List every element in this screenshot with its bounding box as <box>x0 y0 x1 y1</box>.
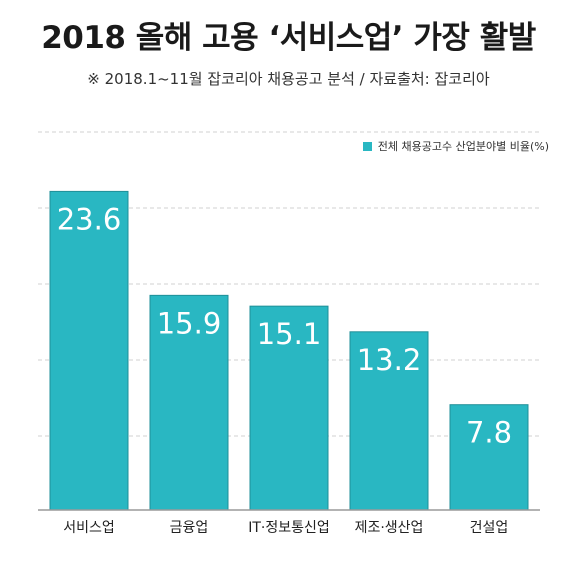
chart-subtitle: ※ 2018.1~11월 잡코리아 채용공고 분석 / 자료출처: 잡코리아 <box>87 70 490 88</box>
legend-label: 전체 채용공고수 산업분야별 비율(%) <box>377 140 549 153</box>
legend-swatch <box>362 141 372 151</box>
bar-3 <box>349 331 429 511</box>
category-label-2: IT·정보통신업 <box>248 520 330 536</box>
chart-title: 2018 올해 고용 ‘서비스업’ 가장 활발 <box>41 20 536 56</box>
bar-4 <box>449 404 529 511</box>
category-label-3: 제조·생산업 <box>355 520 424 536</box>
category-label-1: 금융업 <box>170 520 209 536</box>
bar-0 <box>49 190 129 511</box>
bar-1 <box>149 294 229 511</box>
bar-value-label-2: 15.1 <box>257 317 322 351</box>
category-label-4: 건설업 <box>470 520 509 536</box>
bar-value-label-0: 23.6 <box>57 202 122 236</box>
bar-value-label-4: 7.8 <box>466 416 512 450</box>
category-label-0: 서비스업 <box>63 520 115 536</box>
bar-value-label-3: 13.2 <box>357 343 422 377</box>
legend: 전체 채용공고수 산업분야별 비율(%) <box>362 138 549 154</box>
bar-value-label-1: 15.9 <box>157 306 222 340</box>
bar-2 <box>249 305 329 511</box>
